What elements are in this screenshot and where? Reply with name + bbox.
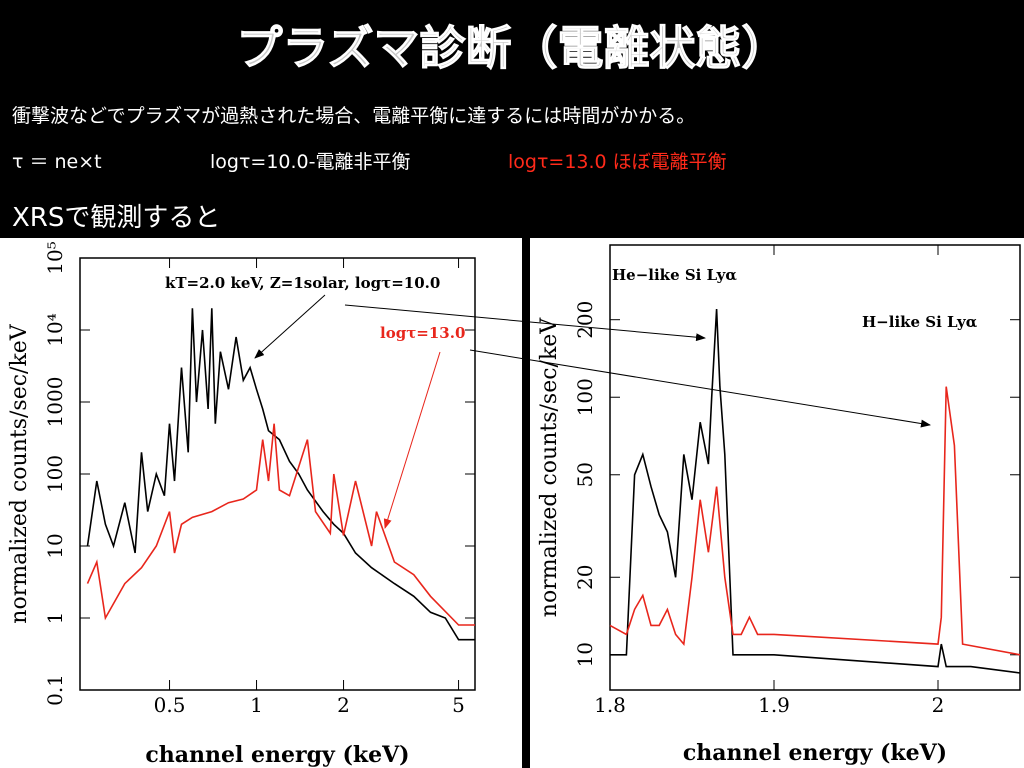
- annotation: He−like Si Lyα: [612, 266, 737, 284]
- x-tick-label: 5: [452, 693, 465, 717]
- y-tick-label: 10⁵: [43, 241, 67, 274]
- x-tick-label: 1.8: [594, 693, 626, 717]
- panel: [530, 238, 1024, 768]
- spectrum-line: [610, 308, 1021, 674]
- x-tick-label: 2: [932, 693, 945, 717]
- spectrum-line: [86, 423, 475, 626]
- annotation-arrow: [469, 349, 931, 428]
- annotation: H−like Si Lyα: [862, 313, 978, 331]
- annotation: kT=2.0 keV, Z=1solar, logτ=10.0: [165, 274, 440, 292]
- y-tick-label: 1000: [43, 377, 67, 428]
- x-tick-label: 1.9: [758, 693, 790, 717]
- y-tick-label: 100: [43, 455, 67, 493]
- text-line: τ ＝ ne×t: [12, 151, 102, 173]
- x-tick-label: 2: [337, 693, 350, 717]
- y-tick-label: 50: [573, 462, 597, 487]
- spectrum-line: [86, 308, 475, 641]
- y-tick-label: 10⁴: [43, 313, 67, 346]
- x-tick-label: 1: [250, 693, 263, 717]
- x-axis-label: channel energy (keV): [683, 740, 947, 766]
- y-tick-label: 20: [573, 565, 597, 590]
- plot-frame: [609, 244, 1021, 691]
- y-tick-label: 200: [573, 301, 597, 339]
- x-axis-label: channel energy (keV): [145, 742, 409, 768]
- y-tick-label: 10: [43, 533, 67, 558]
- text-line: 衝撃波などでプラズマが過熱された場合、電離平衡に達するには時間がかかる。: [12, 105, 695, 127]
- y-tick-label: 10: [573, 642, 597, 667]
- y-tick-label: 100: [573, 378, 597, 416]
- text-line: logτ=10.0-電離非平衡: [210, 151, 410, 173]
- y-tick-label: 1: [43, 612, 67, 625]
- text-line: XRSで観測すると: [12, 203, 220, 233]
- y-axis-label: normalized counts/sec/keV: [7, 323, 32, 624]
- slide-title: プラズマ診断（電離状態）: [236, 21, 787, 75]
- annotation-arrow: [254, 294, 326, 359]
- x-tick-label: 0.5: [154, 693, 186, 717]
- y-tick-label: 0.1: [43, 674, 67, 706]
- panel: [0, 238, 522, 768]
- spectrum-line: [609, 386, 1021, 656]
- text-line: logτ=13.0 ほぼ電離平衡: [508, 151, 727, 173]
- y-axis-label: normalized counts/sec/keV: [537, 317, 562, 618]
- annotation-arrow: [383, 351, 441, 529]
- annotation-arrow: [344, 304, 706, 342]
- annotation: logτ=13.0: [380, 324, 465, 342]
